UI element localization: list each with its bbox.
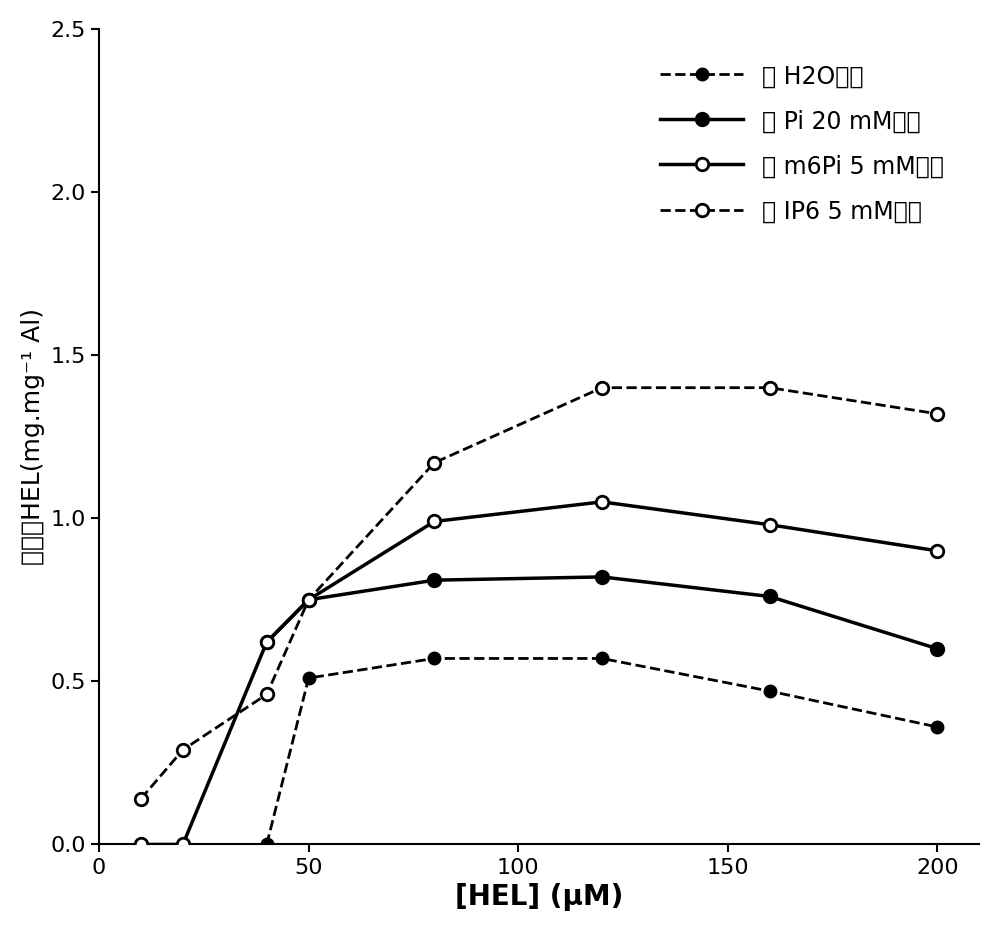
- Line: 用 m6Pi 5 mM处理: 用 m6Pi 5 mM处理: [135, 496, 944, 851]
- 用 H2O处理: [596, 653, 608, 665]
- 用 IP6 5 mM处理: [135, 793, 147, 804]
- 用 IP6 5 mM处理: [261, 689, 273, 700]
- 用 IP6 5 mM处理: [177, 745, 189, 756]
- 用 H2O处理: [931, 721, 943, 733]
- 用 m6Pi 5 mM处理: [596, 496, 608, 507]
- 用 IP6 5 mM处理: [931, 408, 943, 419]
- 用 m6Pi 5 mM处理: [303, 594, 315, 605]
- 用 IP6 5 mM处理: [596, 382, 608, 393]
- 用 m6Pi 5 mM处理: [177, 839, 189, 850]
- Line: 用 H2O处理: 用 H2O处理: [261, 653, 943, 850]
- 用 IP6 5 mM处理: [303, 594, 315, 605]
- 用 Pi 20 mM处理: [596, 571, 608, 582]
- Line: 用 IP6 5 mM处理: 用 IP6 5 mM处理: [135, 381, 944, 805]
- 用 m6Pi 5 mM处理: [931, 545, 943, 556]
- 用 Pi 20 mM处理: [261, 637, 273, 648]
- 用 Pi 20 mM处理: [931, 643, 943, 654]
- 用 IP6 5 mM处理: [428, 457, 440, 468]
- 用 Pi 20 mM处理: [764, 591, 776, 602]
- 用 IP6 5 mM处理: [764, 382, 776, 393]
- Line: 用 Pi 20 mM处理: 用 Pi 20 mM处理: [260, 570, 944, 655]
- 用 m6Pi 5 mM处理: [135, 839, 147, 850]
- 用 m6Pi 5 mM处理: [261, 637, 273, 648]
- X-axis label: [HEL] (μM): [HEL] (μM): [455, 884, 623, 911]
- 用 m6Pi 5 mM处理: [764, 519, 776, 530]
- 用 Pi 20 mM处理: [428, 574, 440, 585]
- Legend: 用 H2O处理, 用 Pi 20 mM处理, 用 m6Pi 5 mM处理, 用 IP6 5 mM处理: 用 H2O处理, 用 Pi 20 mM处理, 用 m6Pi 5 mM处理, 用 …: [637, 41, 967, 248]
- 用 Pi 20 mM处理: [303, 594, 315, 605]
- 用 m6Pi 5 mM处理: [428, 515, 440, 527]
- 用 H2O处理: [303, 673, 315, 684]
- 用 H2O处理: [261, 839, 273, 850]
- Y-axis label: 吸附的HEL(mg.mg⁻¹ Al): 吸附的HEL(mg.mg⁻¹ Al): [21, 308, 45, 565]
- 用 H2O处理: [428, 653, 440, 665]
- 用 H2O处理: [764, 686, 776, 697]
